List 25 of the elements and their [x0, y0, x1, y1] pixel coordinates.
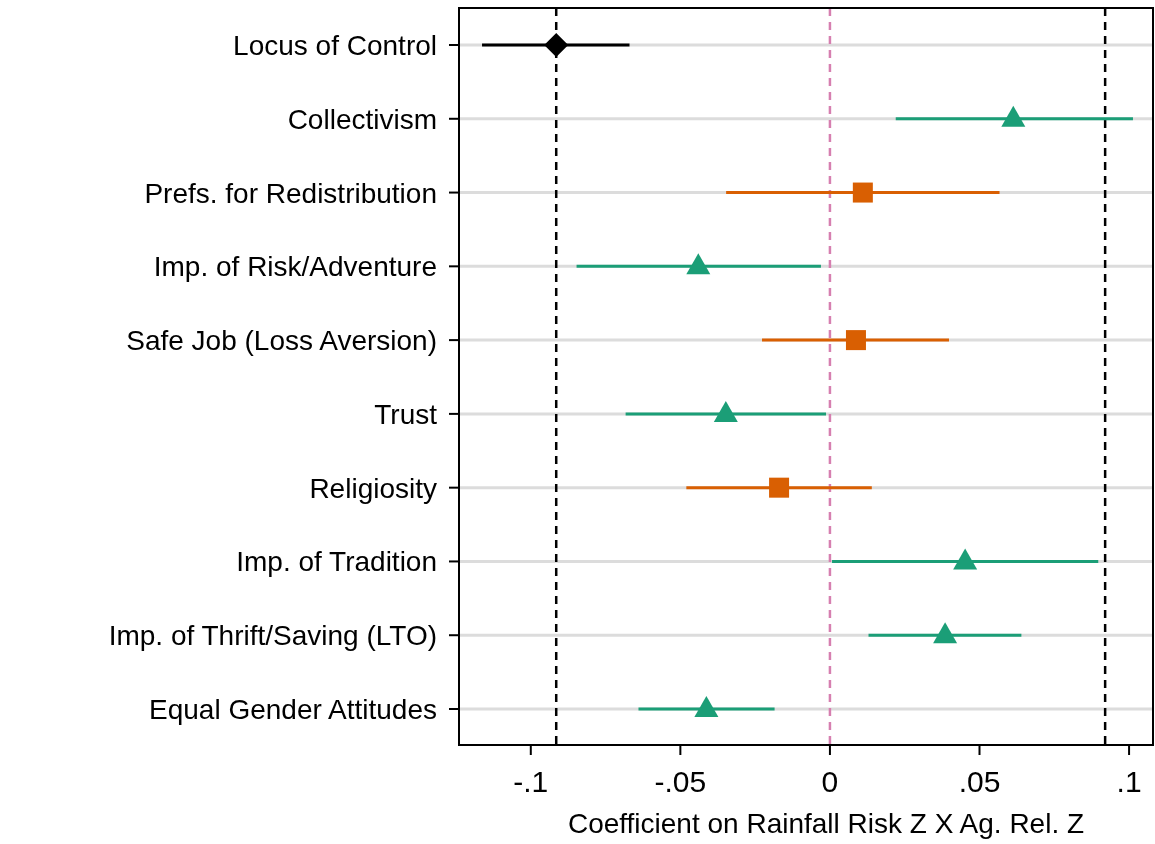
y-tick-label: Equal Gender Attitudes — [149, 694, 437, 725]
point — [845, 330, 866, 351]
x-axis-title: Coefficient on Rainfall Risk Z X Ag. Rel. Z — [567, 808, 1085, 839]
x-tick-label: .1 — [1116, 765, 1142, 798]
point — [713, 400, 738, 422]
point — [953, 548, 978, 570]
y-tick-label: Imp. of Risk/Adventure — [153, 251, 437, 283]
point — [852, 182, 873, 203]
y-tick-label: Prefs. for Redistribution — [144, 177, 437, 209]
point — [544, 33, 569, 57]
y-tick-label: Religiosity — [309, 472, 437, 504]
point — [933, 622, 958, 644]
y-tick-label: Imp. of Thrift/Saving (LTO) — [108, 620, 437, 652]
y-tick-label: Locus of Control — [233, 30, 437, 61]
y-tick-label: Imp. of Tradition — [236, 546, 437, 578]
x-tick-label: 0 — [821, 765, 839, 798]
y-tick-label: Safe Job (Loss Aversion) — [126, 325, 437, 357]
y-tick-label: Trust — [374, 398, 438, 430]
x-tick-label: .05 — [958, 765, 1001, 798]
x-tick-label: -.05 — [654, 765, 707, 798]
point — [694, 696, 719, 717]
x-tick-label: -.1 — [513, 765, 549, 798]
y-tick-label: Collectivism — [287, 103, 437, 135]
point — [686, 253, 711, 275]
point — [769, 477, 790, 498]
